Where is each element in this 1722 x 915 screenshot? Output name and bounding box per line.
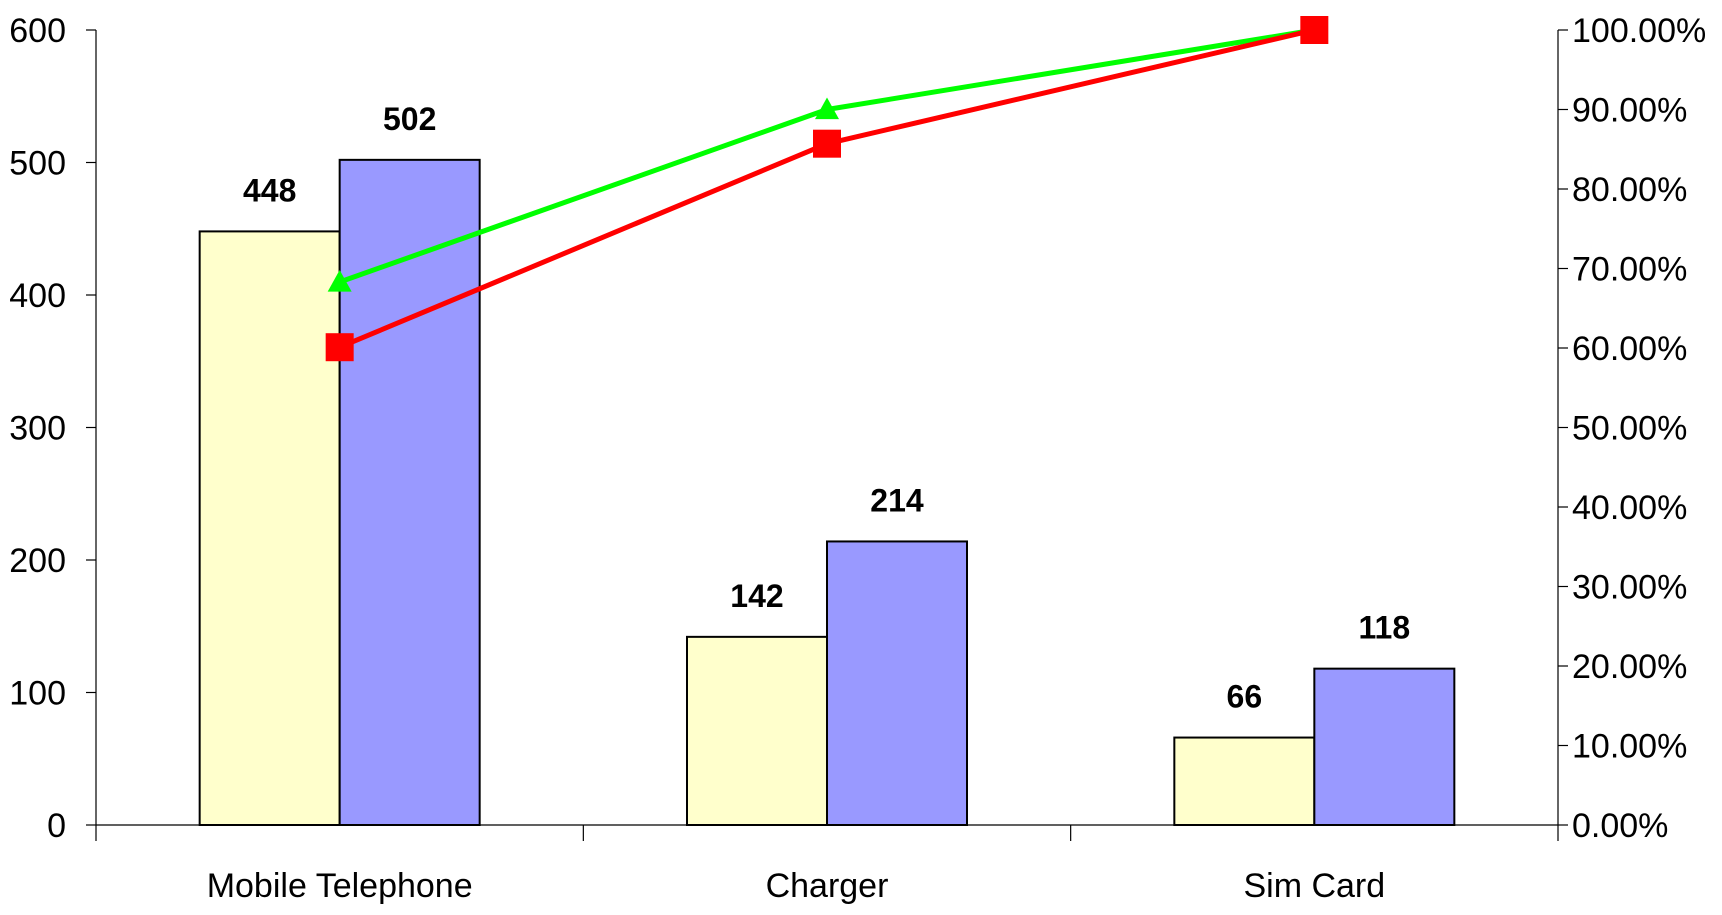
right-y-tick-label: 90.00%	[1572, 92, 1687, 130]
right-y-tick-label: 40.00%	[1572, 489, 1687, 527]
triangle-marker	[327, 270, 352, 292]
right-y-tick-label: 0.00%	[1572, 807, 1668, 845]
x-category-label: Charger	[766, 867, 889, 905]
square-marker	[813, 129, 841, 158]
bar	[1173, 736, 1316, 826]
right-y-tick-label: 10.00%	[1572, 728, 1687, 766]
x-category-label: Sim Card	[1243, 867, 1385, 905]
square-marker	[1300, 16, 1329, 44]
bar-data-label: 502	[383, 101, 436, 137]
labels-layer: Mobile Telephone Charger Sim Card 448 142 66 5…	[207, 101, 1410, 905]
left-y-tick-label: 500	[9, 145, 66, 183]
right-y-tick-label: 30.00%	[1572, 569, 1687, 607]
x-category-label: Mobile Telephone	[207, 867, 473, 905]
bar-data-label: 66	[1227, 679, 1263, 715]
bar	[686, 635, 828, 826]
bar	[826, 540, 968, 826]
ticks-layer: 0 100 200 300 400 500 600 0.00% 10.00% 20.00% 30.0…	[9, 12, 1706, 845]
bar-data-label: 118	[1359, 610, 1411, 646]
bar-data-label: 142	[730, 578, 783, 614]
right-y-tick-label: 20.00%	[1572, 648, 1687, 686]
right-y-tick-label: 70.00%	[1572, 251, 1687, 289]
cumulative-line	[338, 27, 1315, 350]
right-y-tick-label: 50.00%	[1572, 410, 1687, 448]
bar	[338, 158, 481, 827]
square-marker	[325, 333, 354, 362]
bar	[1313, 667, 1456, 827]
left-y-tick-label: 200	[9, 542, 66, 580]
bar	[198, 230, 341, 826]
right-y-tick-label: 100.00%	[1572, 12, 1706, 50]
left-y-tick-label: 300	[9, 410, 66, 448]
left-y-tick-label: 100	[9, 675, 66, 713]
left-y-tick-label: 600	[9, 12, 66, 50]
lines-layer	[325, 16, 1329, 362]
bar-data-label: 214	[870, 482, 924, 518]
left-y-tick-label: 0	[47, 807, 66, 845]
triangle-marker	[815, 97, 839, 120]
bars-layer	[198, 158, 1456, 827]
bar-data-label: 448	[243, 172, 296, 208]
right-y-tick-label: 60.00%	[1572, 330, 1687, 368]
right-y-tick-label: 80.00%	[1572, 171, 1687, 209]
left-y-tick-label: 400	[9, 277, 66, 315]
